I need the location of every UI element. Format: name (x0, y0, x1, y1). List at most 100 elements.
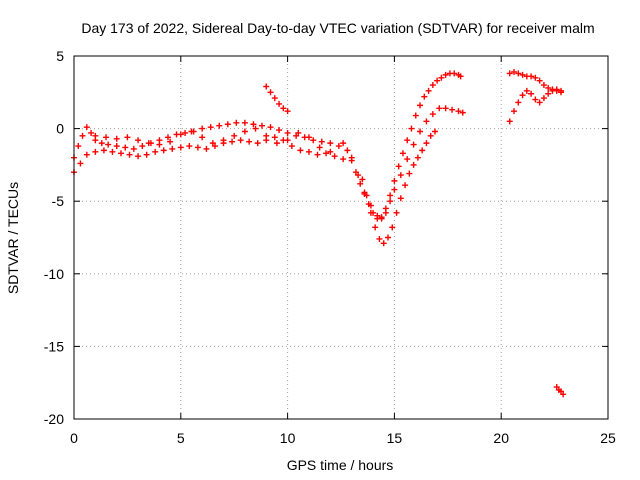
series-track-c (92, 125, 334, 155)
data-point (528, 90, 535, 97)
data-point (79, 132, 86, 139)
data-point (152, 148, 159, 155)
data-point (113, 135, 120, 142)
data-point (532, 74, 539, 81)
data-point (340, 140, 347, 147)
data-point (410, 161, 417, 168)
data-point (284, 137, 291, 144)
data-point (558, 87, 565, 94)
data-point (122, 144, 129, 151)
data-point (397, 172, 404, 179)
data-point (252, 125, 259, 132)
data-point (113, 143, 120, 150)
data-point (103, 134, 110, 141)
data-point (126, 151, 133, 158)
data-point (229, 138, 236, 145)
data-point (310, 137, 317, 144)
data-point (540, 95, 547, 102)
data-point (327, 148, 334, 155)
data-point (434, 77, 441, 84)
data-point (393, 209, 400, 216)
data-point (406, 170, 413, 177)
data-point (438, 74, 445, 81)
data-point (271, 95, 278, 102)
data-point (263, 132, 270, 139)
series-track-g (359, 128, 438, 247)
data-point (75, 143, 82, 150)
data-point (273, 140, 280, 147)
data-point (305, 134, 312, 141)
data-point (316, 144, 323, 151)
data-point (305, 148, 312, 155)
series-track-b (71, 134, 347, 176)
data-point (135, 137, 142, 144)
data-point (384, 234, 391, 241)
data-point (423, 118, 430, 125)
y-tick-label: 0 (56, 121, 64, 137)
data-point (511, 108, 518, 115)
data-point (160, 147, 167, 154)
data-point (359, 176, 366, 183)
data-point (284, 108, 291, 115)
data-point (545, 90, 552, 97)
data-point (457, 73, 464, 80)
data-point (549, 87, 556, 94)
data-point (169, 145, 176, 152)
x-tick-label: 15 (387, 430, 403, 446)
data-point (378, 215, 385, 222)
data-point (506, 118, 513, 125)
data-point (284, 129, 291, 136)
data-point (436, 105, 443, 112)
data-point (258, 122, 265, 129)
data-point (177, 144, 184, 151)
y-tick-label: -20 (44, 411, 64, 427)
data-point (389, 224, 396, 231)
data-point (367, 202, 374, 209)
data-point (442, 105, 449, 112)
data-point (431, 128, 438, 135)
x-axis-label: GPS time / hours (287, 457, 394, 473)
data-point (455, 108, 462, 115)
data-point (199, 134, 206, 141)
data-point (451, 70, 458, 77)
data-point (267, 124, 274, 131)
data-point (425, 87, 432, 94)
data-point (367, 209, 374, 216)
data-point (318, 138, 325, 145)
data-point (528, 73, 535, 80)
data-point (280, 105, 287, 112)
data-point (412, 112, 419, 119)
data-point (459, 109, 466, 116)
data-point (357, 180, 364, 187)
data-point (77, 160, 84, 167)
data-point (124, 134, 131, 141)
series-track-i (506, 86, 565, 125)
data-point (209, 140, 216, 147)
data-point (545, 84, 552, 91)
data-point (203, 145, 210, 152)
data-point (83, 124, 90, 131)
data-point (421, 93, 428, 100)
data-point (519, 92, 526, 99)
data-series (71, 68, 567, 398)
data-point (376, 235, 383, 242)
data-point (335, 143, 342, 150)
data-point (135, 153, 142, 160)
data-point (92, 132, 99, 139)
data-point (231, 132, 238, 139)
data-point (241, 128, 248, 135)
data-point (395, 163, 402, 170)
data-point (391, 177, 398, 184)
y-tick-label: 5 (56, 48, 64, 64)
data-point (423, 140, 430, 147)
data-point (519, 71, 526, 78)
x-tick-label: 10 (280, 430, 296, 446)
data-point (143, 151, 150, 158)
data-point (83, 151, 90, 158)
x-tick-label: 20 (493, 430, 509, 446)
data-point (515, 70, 522, 77)
data-point (536, 77, 543, 84)
y-axis-label: SDTVAR / TECUs (5, 182, 21, 294)
data-point (220, 137, 227, 144)
data-point (414, 154, 421, 161)
